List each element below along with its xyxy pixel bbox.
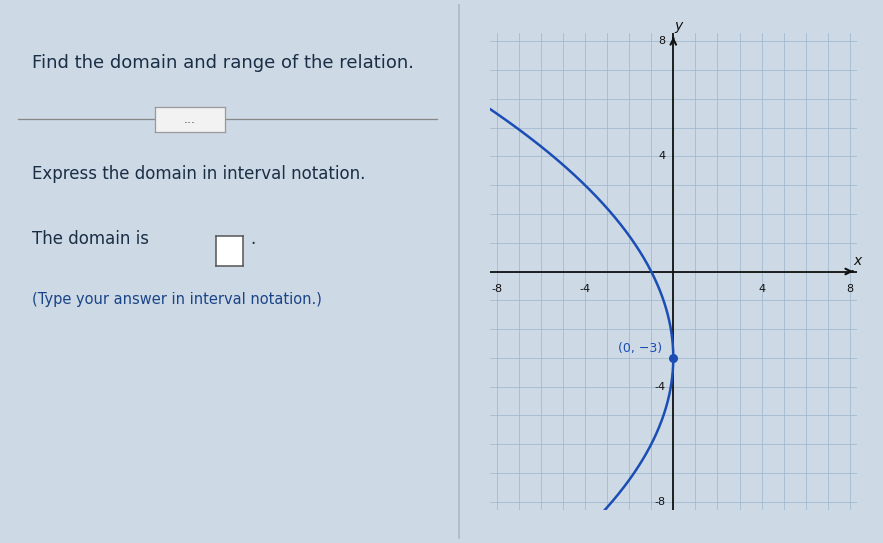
Text: Find the domain and range of the relation.: Find the domain and range of the relatio…	[32, 54, 413, 72]
Text: x: x	[854, 254, 862, 268]
Text: y: y	[675, 20, 683, 33]
Text: Express the domain in interval notation.: Express the domain in interval notation.	[32, 165, 365, 183]
Text: The domain is: The domain is	[32, 230, 148, 248]
Text: 4: 4	[659, 151, 666, 161]
Text: -8: -8	[654, 497, 666, 507]
Text: -4: -4	[579, 285, 591, 294]
Text: 8: 8	[659, 36, 666, 46]
Text: ...: ...	[184, 113, 196, 126]
Text: 4: 4	[758, 285, 766, 294]
Text: -8: -8	[491, 285, 502, 294]
Text: (0, −3): (0, −3)	[618, 342, 662, 355]
Text: (Type your answer in interval notation.): (Type your answer in interval notation.)	[32, 292, 321, 307]
Text: 8: 8	[846, 285, 854, 294]
Text: .: .	[250, 230, 255, 248]
Text: -4: -4	[654, 382, 666, 392]
